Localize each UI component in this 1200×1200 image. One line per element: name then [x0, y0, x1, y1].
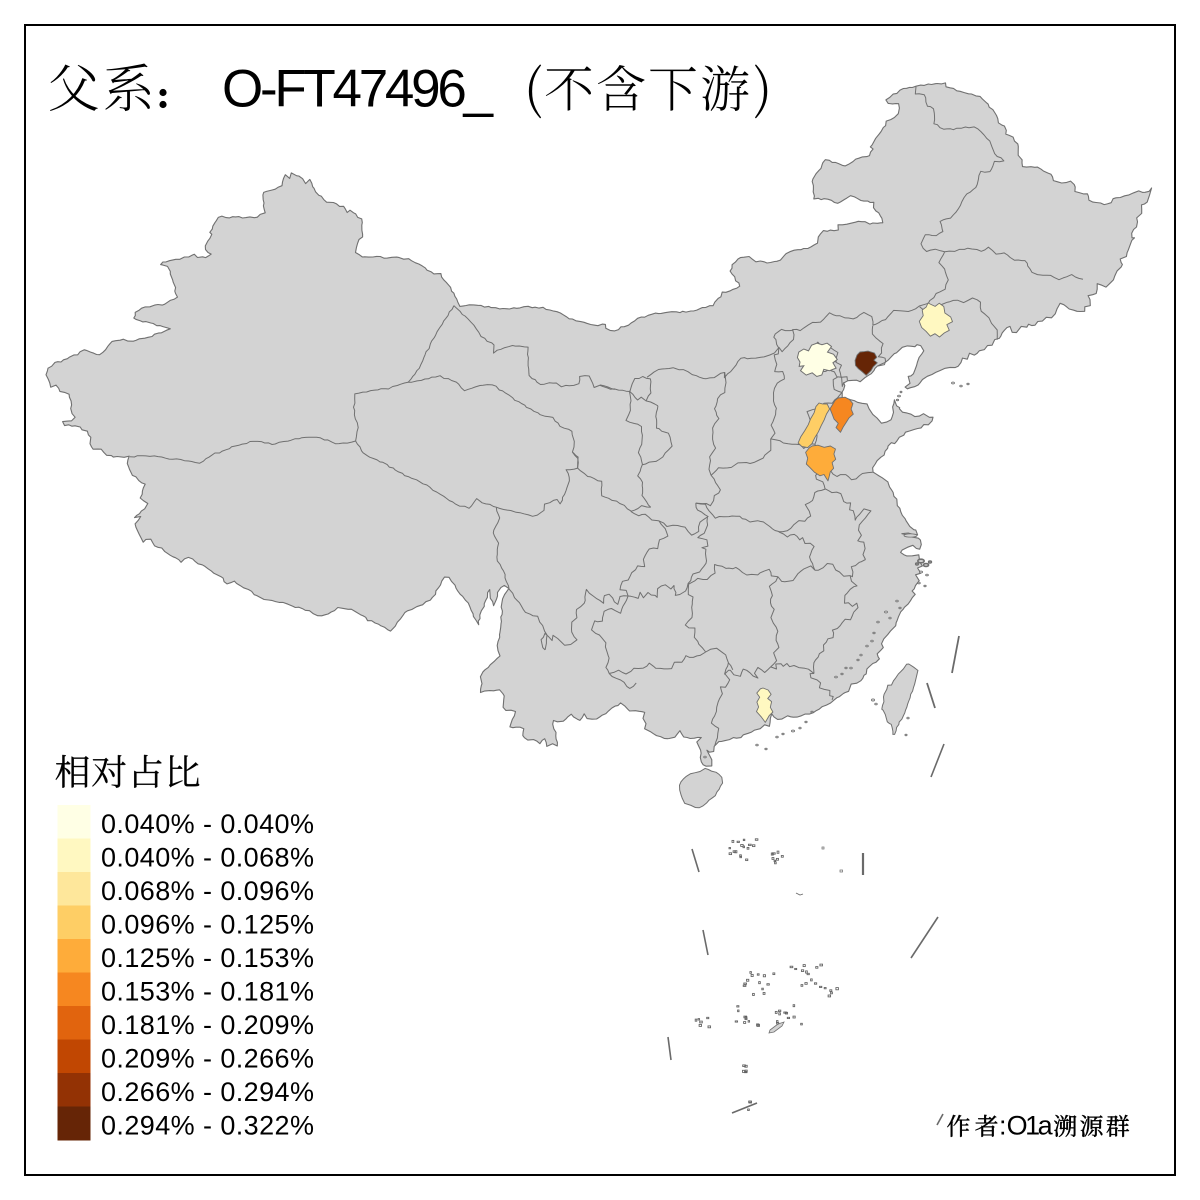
- svg-text:0.125% - 0.153%: 0.125% - 0.153%: [101, 943, 314, 973]
- svg-text:O-FT47496_: O-FT47496_: [222, 60, 495, 119]
- svg-text:0.181% - 0.209%: 0.181% - 0.209%: [101, 1010, 314, 1040]
- svg-text:0.294% - 0.322%: 0.294% - 0.322%: [101, 1111, 314, 1141]
- svg-text:0.153% - 0.181%: 0.153% - 0.181%: [101, 977, 314, 1007]
- svg-text:0.068% - 0.096%: 0.068% - 0.096%: [101, 876, 314, 906]
- svg-text:O1a: O1a: [1007, 1111, 1054, 1141]
- svg-text::: :: [999, 1111, 1007, 1141]
- svg-text:0.209% - 0.266%: 0.209% - 0.266%: [101, 1044, 314, 1074]
- svg-text:0.040% - 0.040%: 0.040% - 0.040%: [101, 809, 314, 839]
- svg-text:0.266% - 0.294%: 0.266% - 0.294%: [101, 1077, 314, 1107]
- svg-text:0.096% - 0.125%: 0.096% - 0.125%: [101, 910, 314, 940]
- svg-text:0.040% - 0.068%: 0.040% - 0.068%: [101, 843, 314, 873]
